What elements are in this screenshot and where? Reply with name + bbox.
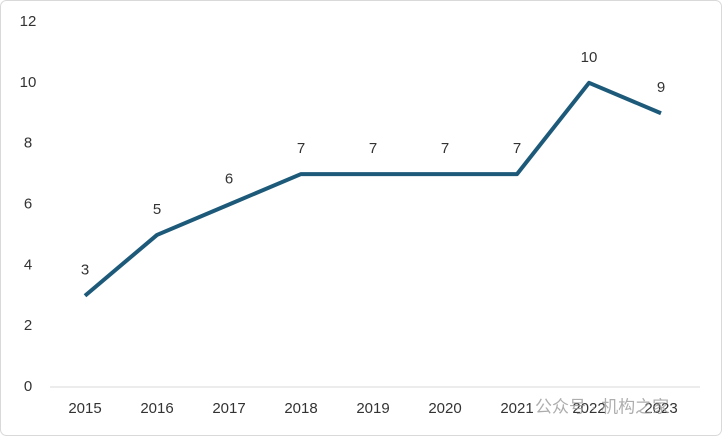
- y-tick-label: 2: [24, 317, 32, 334]
- y-tick-label: 10: [20, 74, 37, 91]
- x-tick-label: 2017: [212, 400, 245, 417]
- data-label: 7: [513, 140, 521, 157]
- x-tick-label: 2015: [68, 400, 101, 417]
- data-line: [83, 80, 662, 298]
- x-tick-label: 2020: [428, 400, 461, 417]
- data-label: 7: [441, 140, 449, 157]
- data-label: 5: [153, 201, 161, 218]
- data-label: 9: [657, 79, 665, 96]
- data-label: 10: [581, 49, 598, 66]
- y-tick-label: 0: [24, 378, 32, 395]
- x-tick-label: 2022: [572, 400, 605, 417]
- y-tick-label: 8: [24, 135, 32, 152]
- watermark: 公众号 · 机构之家: [535, 397, 669, 416]
- x-tick-label: 2018: [284, 400, 317, 417]
- y-tick-label: 12: [20, 13, 37, 30]
- data-label: 6: [225, 170, 233, 187]
- y-tick-label: 6: [24, 195, 32, 212]
- y-tick-label: 4: [24, 256, 32, 273]
- data-label: 3: [81, 262, 89, 279]
- x-tick-label: 2023: [644, 400, 677, 417]
- x-tick-label: 2019: [356, 400, 389, 417]
- x-tick-label: 2021: [500, 400, 533, 417]
- data-label: 7: [297, 140, 305, 157]
- data-label: 7: [369, 140, 377, 157]
- x-tick-label: 2016: [140, 400, 173, 417]
